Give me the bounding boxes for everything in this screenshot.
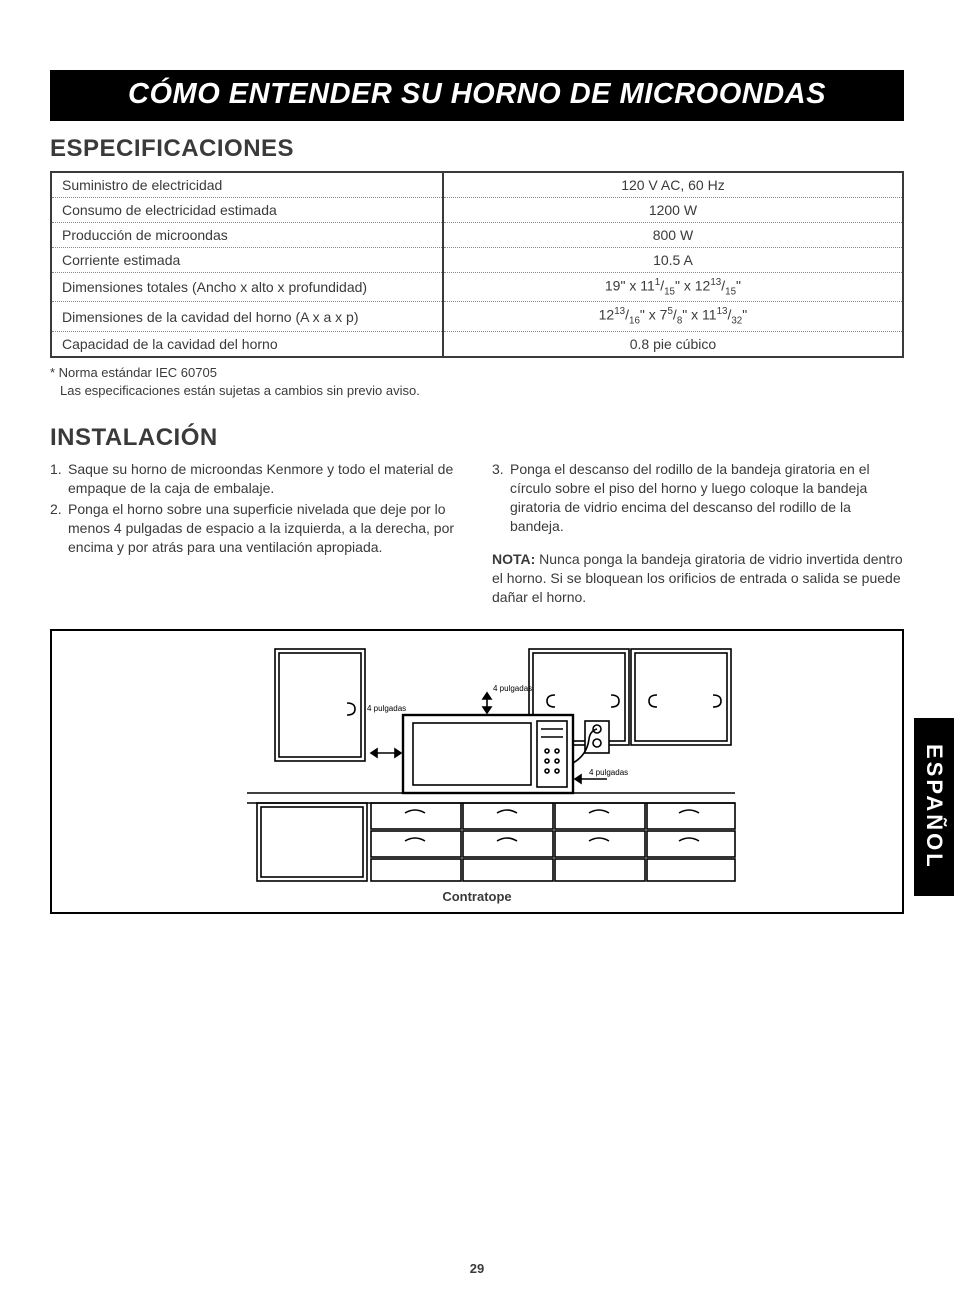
spec-value: 120 V AC, 60 Hz bbox=[443, 172, 903, 198]
footnote-line-1: * Norma estándar IEC 60705 bbox=[50, 364, 904, 382]
spec-value: 10.5 A bbox=[443, 248, 903, 273]
specs-heading: ESPECIFICACIONES bbox=[50, 135, 904, 163]
diagram-caption: Contratope bbox=[52, 889, 902, 904]
list-number: 3. bbox=[492, 460, 510, 536]
list-number: 1. bbox=[50, 460, 68, 498]
list-text: Saque su horno de microondas Kenmore y t… bbox=[68, 460, 462, 498]
table-row: Consumo de electricidad estimada1200 W bbox=[51, 198, 903, 223]
spec-table-body: Suministro de electricidad120 V AC, 60 H… bbox=[51, 172, 903, 357]
spec-label: Producción de microondas bbox=[51, 223, 443, 248]
diagram-label-right: 4 pulgadas bbox=[589, 768, 628, 777]
install-heading: INSTALACIÓN bbox=[50, 424, 904, 452]
page-title-bar: CÓMO ENTENDER SU HORNO DE MICROONDAS bbox=[50, 70, 904, 121]
language-tab: ESPAÑOL bbox=[914, 718, 954, 896]
table-row: Corriente estimada10.5 A bbox=[51, 248, 903, 273]
table-row: Dimensiones de la cavidad del horno (A x… bbox=[51, 302, 903, 331]
language-tab-label: ESPAÑOL bbox=[921, 744, 947, 870]
footnote-line-2: Las especificaciones están sujetas a cam… bbox=[50, 382, 904, 400]
list-item: 1.Saque su horno de microondas Kenmore y… bbox=[50, 460, 462, 498]
spec-label: Consumo de electricidad estimada bbox=[51, 198, 443, 223]
spec-value: 1213/16" x 75/8" x 1113/32" bbox=[443, 302, 903, 331]
spec-label: Suministro de electricidad bbox=[51, 172, 443, 198]
spec-label: Corriente estimada bbox=[51, 248, 443, 273]
spec-footnote: * Norma estándar IEC 60705 Las especific… bbox=[50, 364, 904, 400]
spec-value: 19" x 111/15" x 1213/15" bbox=[443, 273, 903, 302]
spec-label: Dimensiones de la cavidad del horno (A x… bbox=[51, 302, 443, 331]
spec-label: Capacidad de la cavidad del horno bbox=[51, 331, 443, 357]
diagram-label-left: 4 pulgadas bbox=[367, 704, 406, 713]
install-col-left: 1.Saque su horno de microondas Kenmore y… bbox=[50, 460, 462, 606]
table-row: Dimensiones totales (Ancho x alto x prof… bbox=[51, 273, 903, 302]
list-item: 3.Ponga el descanso del rodillo de la ba… bbox=[492, 460, 904, 536]
install-col-right: 3.Ponga el descanso del rodillo de la ba… bbox=[492, 460, 904, 606]
spec-value: 0.8 pie cúbico bbox=[443, 331, 903, 357]
note-label: NOTA: bbox=[492, 551, 535, 567]
spec-value: 800 W bbox=[443, 223, 903, 248]
list-text: Ponga el descanso del rodillo de la band… bbox=[510, 460, 904, 536]
spec-label: Dimensiones totales (Ancho x alto x prof… bbox=[51, 273, 443, 302]
installation-diagram: 4 pulgadas 4 pulgadas 4 pulgadas bbox=[217, 643, 737, 883]
spec-value: 1200 W bbox=[443, 198, 903, 223]
list-number: 2. bbox=[50, 500, 68, 557]
list-item: 2.Ponga el horno sobre una superficie ni… bbox=[50, 500, 462, 557]
diagram-box: 4 pulgadas 4 pulgadas 4 pulgadas Contrat… bbox=[50, 629, 904, 914]
install-note: NOTA: Nunca ponga la bandeja giratoria d… bbox=[492, 550, 904, 607]
table-row: Suministro de electricidad120 V AC, 60 H… bbox=[51, 172, 903, 198]
spec-table: Suministro de electricidad120 V AC, 60 H… bbox=[50, 171, 904, 358]
list-text: Ponga el horno sobre una superficie nive… bbox=[68, 500, 462, 557]
table-row: Producción de microondas800 W bbox=[51, 223, 903, 248]
note-text: Nunca ponga la bandeja giratoria de vidr… bbox=[492, 551, 903, 605]
page-title: CÓMO ENTENDER SU HORNO DE MICROONDAS bbox=[128, 78, 826, 110]
page-number: 29 bbox=[0, 1261, 954, 1276]
diagram-label-top: 4 pulgadas bbox=[493, 684, 532, 693]
install-columns: 1.Saque su horno de microondas Kenmore y… bbox=[50, 460, 904, 606]
table-row: Capacidad de la cavidad del horno0.8 pie… bbox=[51, 331, 903, 357]
